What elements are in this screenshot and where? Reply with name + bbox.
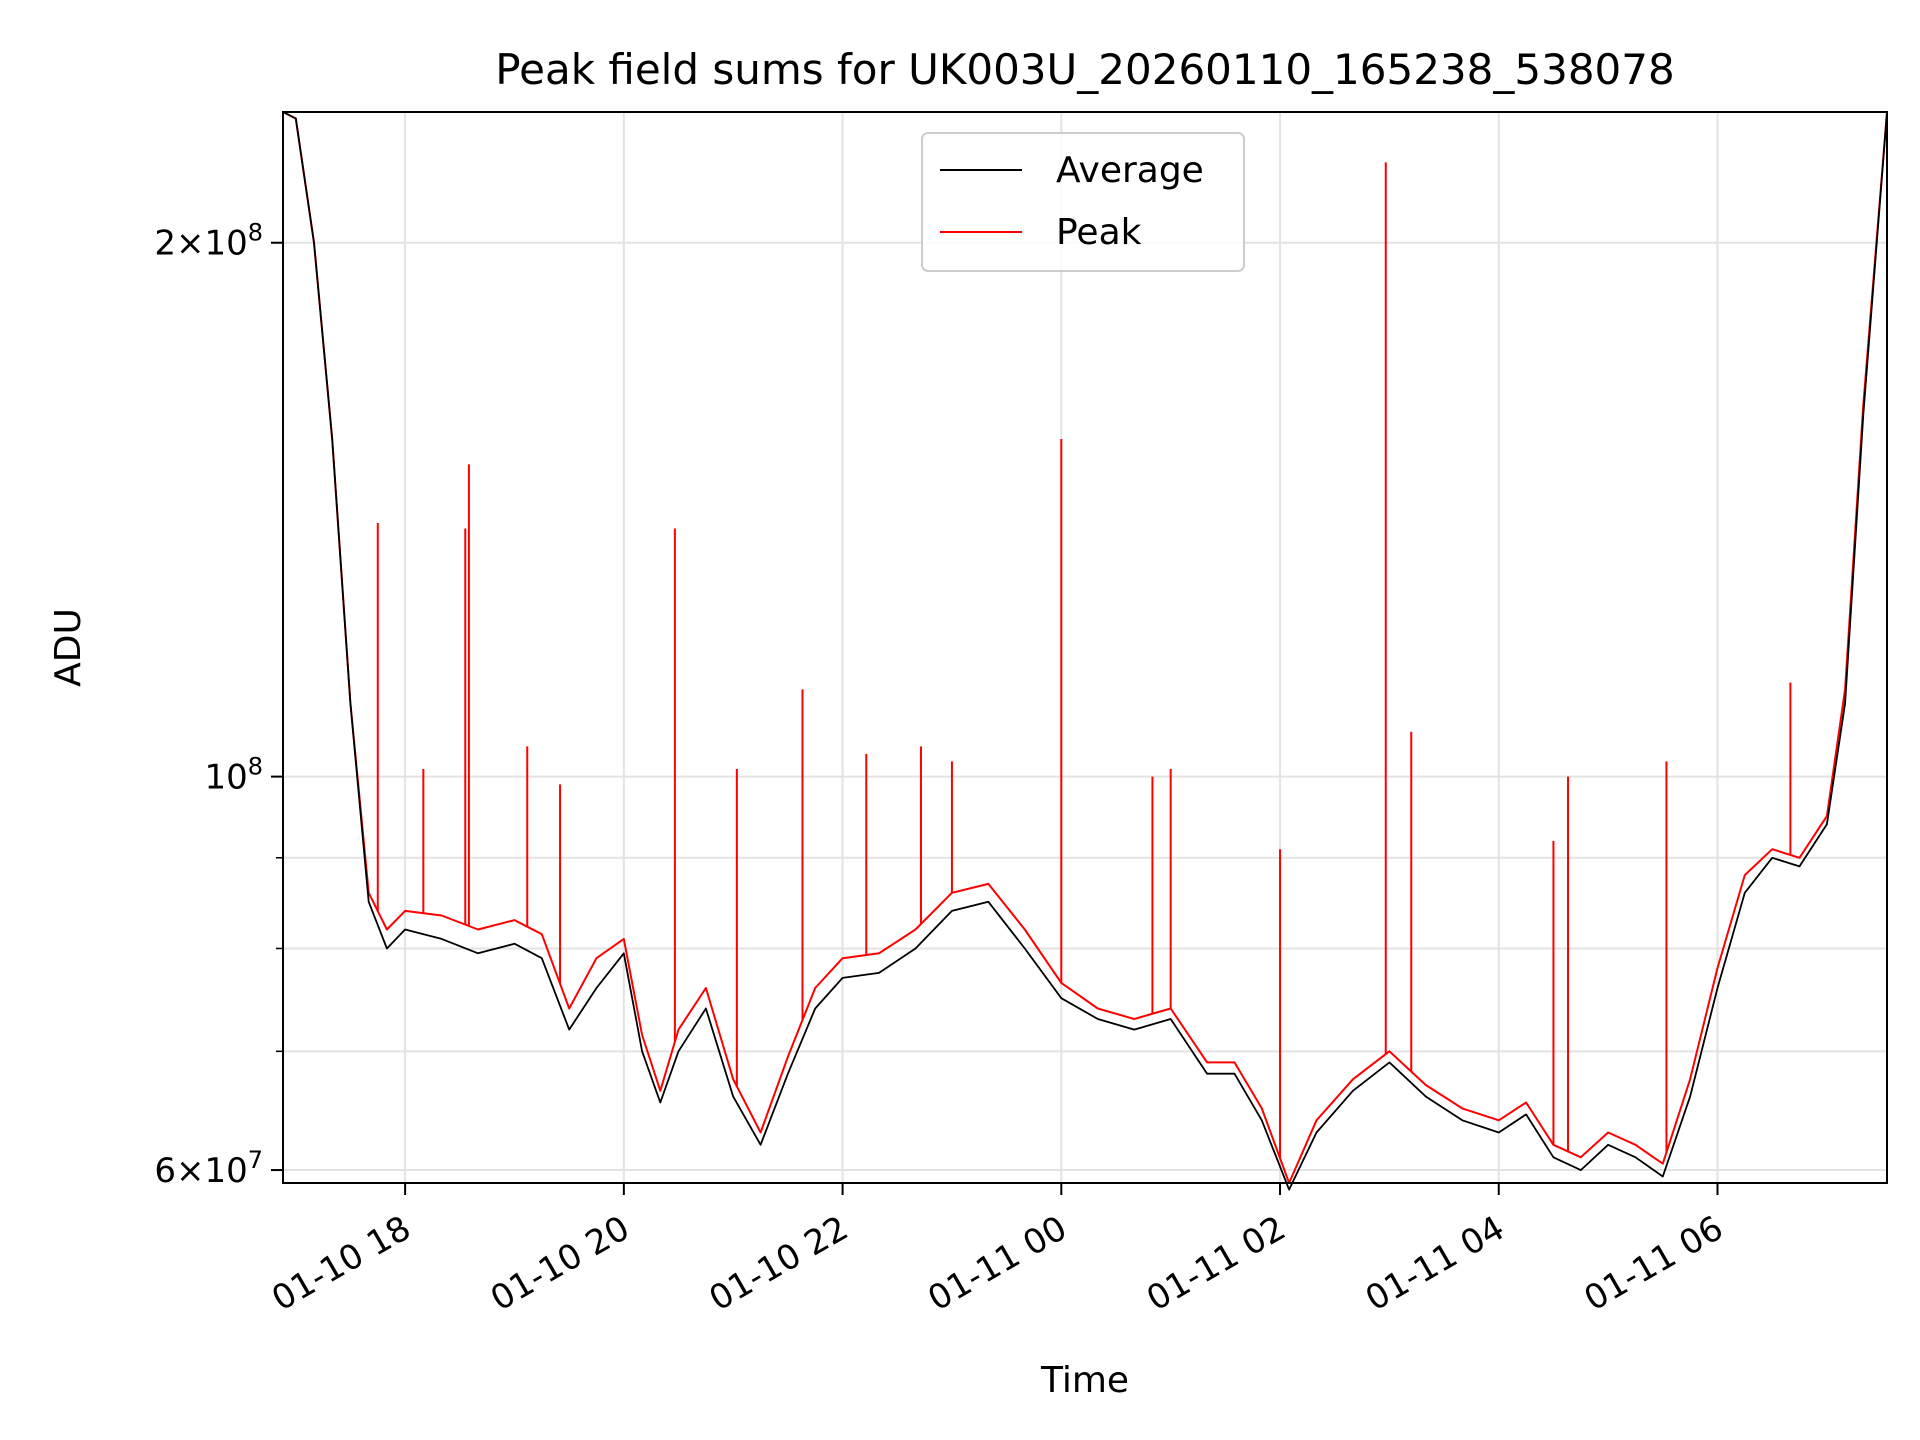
y-tick-base: 10 [204, 758, 247, 798]
y-axis-label: ADU [48, 608, 89, 687]
y-tick-mantissa: 6 [154, 1151, 176, 1191]
y-tick-label: 2×108 [154, 219, 263, 264]
legend-box [921, 132, 1245, 272]
y-tick-times: × [176, 1151, 205, 1191]
y-tick-exponent: 7 [248, 1146, 263, 1174]
legend-label-peak: Peak [1056, 212, 1142, 253]
y-tick-base: 10 [204, 1151, 247, 1191]
y-tick-exponent: 8 [248, 219, 263, 247]
legend-label-average: Average [1056, 150, 1204, 191]
y-tick-label: 108 [204, 753, 263, 798]
y-tick-times: × [176, 224, 205, 264]
y-tick-base: 10 [204, 224, 247, 264]
y-tick-exponent: 8 [248, 753, 263, 781]
series-line-peak [282, 111, 1888, 1184]
legend: Average Peak [921, 132, 1245, 272]
series-line-average [282, 111, 1888, 1191]
series-layer [282, 111, 1888, 1191]
plot-frame [282, 111, 1888, 1184]
chart-title: Peak field sums for UK003U_20260110_1652… [495, 45, 1674, 94]
y-tick-mantissa: 2 [154, 224, 176, 264]
y-tick-label: 6×107 [154, 1146, 263, 1191]
x-axis-label: Time [1040, 1360, 1129, 1401]
